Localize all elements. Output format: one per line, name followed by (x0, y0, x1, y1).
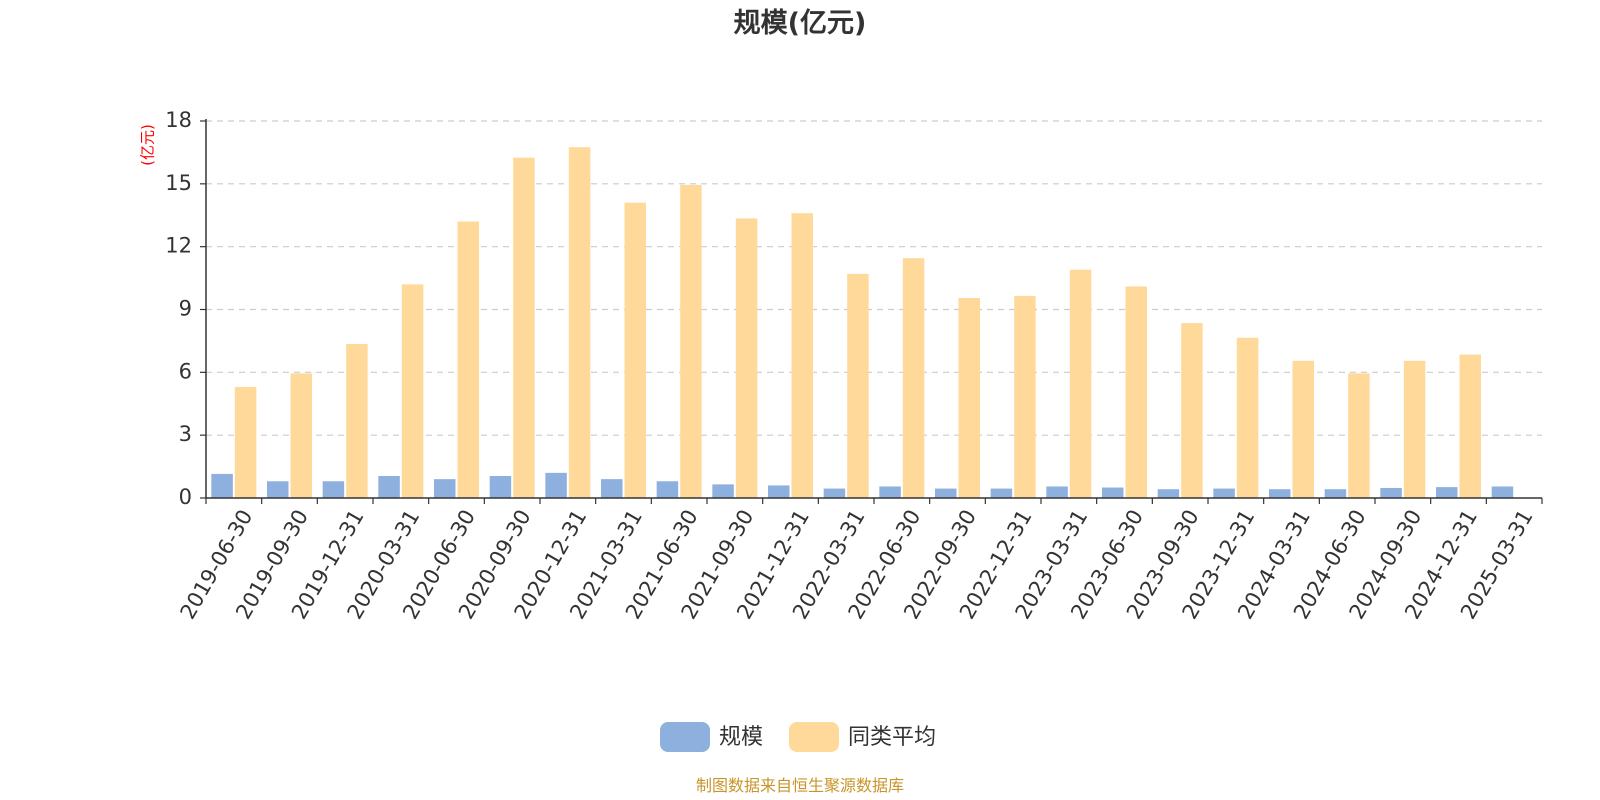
bar-peer-average (1125, 286, 1147, 498)
bar-scale (768, 485, 790, 498)
legend-swatch[interactable] (789, 722, 839, 752)
bar-scale (1324, 489, 1347, 498)
bar-peer-average (735, 218, 758, 498)
bar-peer-average (624, 202, 646, 498)
bar-peer-average (234, 386, 257, 498)
bar-scale (489, 476, 512, 498)
bar-scale (935, 488, 957, 498)
bar-scale (1380, 487, 1402, 498)
bar-peer-average (1236, 337, 1259, 498)
y-tick-label: 6 (179, 359, 192, 383)
bar-scale (1269, 489, 1291, 498)
y-axis-unit-label: (亿元) (139, 124, 157, 166)
bar-peer-average (1403, 360, 1426, 498)
bar-peer-average (1069, 269, 1092, 498)
y-tick-label: 0 (179, 485, 192, 509)
legend: 规模 同类平均 (660, 722, 936, 752)
bar-scale (823, 488, 846, 498)
legend-swatch[interactable] (660, 722, 710, 752)
legend-label[interactable]: 规模 (719, 725, 763, 750)
bar-scale (712, 484, 734, 498)
bar-peer-average (1014, 295, 1036, 498)
bar-peer-average (847, 273, 869, 498)
y-tick-label: 15 (165, 171, 192, 195)
bar-scale (434, 479, 456, 498)
bar-peer-average (346, 344, 368, 498)
bar-scale (990, 488, 1013, 498)
bar-scale (267, 481, 289, 498)
bar-peer-average (568, 147, 591, 499)
bar-scale (378, 476, 400, 498)
y-tick-label: 12 (165, 234, 192, 258)
bar-peer-average (1459, 354, 1481, 498)
bar-scale (1157, 489, 1180, 498)
bar-peer-average (1292, 360, 1314, 498)
bar-peer-average (1181, 323, 1203, 498)
bars (211, 147, 1514, 499)
bar-peer-average (902, 258, 925, 498)
bar-scale (1491, 486, 1514, 498)
grid-lines (206, 120, 1542, 436)
y-tick-label: 3 (179, 422, 192, 446)
bar-peer-average (513, 157, 535, 498)
bar-peer-average (1348, 373, 1370, 498)
bar-peer-average (290, 373, 312, 498)
bar-scale (1102, 487, 1124, 498)
bar-scale (601, 479, 623, 498)
bar-scale (1046, 486, 1068, 498)
bar-scale (879, 486, 901, 498)
bar-peer-average (401, 284, 424, 498)
bar-scale (1436, 487, 1458, 498)
bar-scale (322, 481, 345, 498)
bar-scale (211, 473, 233, 498)
chart-title: 规模(亿元) (734, 8, 867, 39)
bar-peer-average (680, 184, 702, 498)
bar-scale (545, 472, 567, 498)
y-tick-label: 18 (165, 108, 192, 132)
bar-peer-average (958, 297, 980, 498)
source-note: 制图数据来自恒生聚源数据库 (696, 776, 904, 795)
bar-peer-average (457, 221, 479, 499)
y-tick-label: 9 (179, 297, 192, 321)
legend-label[interactable]: 同类平均 (848, 725, 936, 750)
bar-scale (1213, 488, 1235, 498)
bar-peer-average (791, 213, 813, 498)
bar-scale (656, 481, 679, 498)
